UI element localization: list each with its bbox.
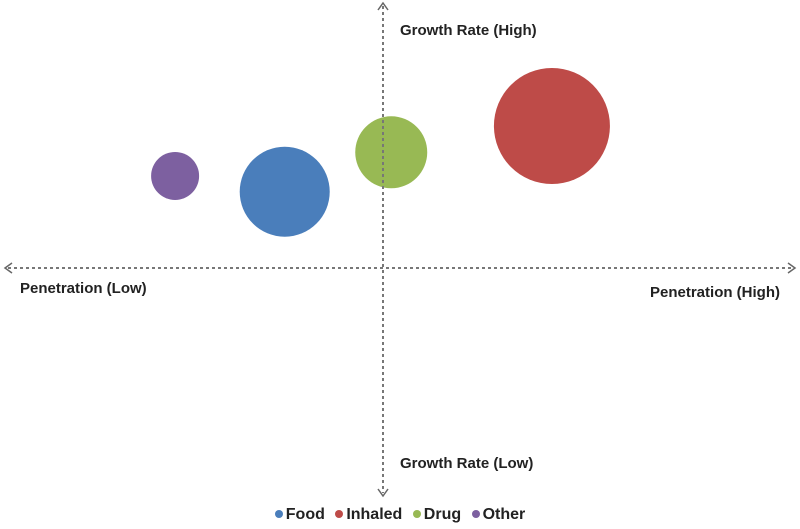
legend-label: Inhaled	[346, 506, 403, 523]
x-label-high: Penetration (High)	[650, 284, 780, 301]
legend-marker	[471, 509, 480, 518]
legend-label: Food	[285, 506, 325, 523]
arrow-up-icon	[377, 1, 389, 11]
arrow-left-icon	[3, 262, 13, 274]
legend-marker	[335, 509, 344, 518]
axes	[8, 6, 792, 493]
legend: Food Inhaled Drug Other	[0, 506, 800, 524]
legend-marker	[274, 509, 283, 518]
bubble-inhaled	[493, 67, 610, 184]
x-label-low: Penetration (Low)	[20, 280, 147, 297]
legend-item-inhaled: Inhaled	[335, 506, 402, 523]
legend-item-other: Other	[471, 506, 526, 523]
bubble-food	[239, 146, 330, 237]
legend-item-food: Food	[274, 506, 325, 523]
legend-marker	[412, 509, 421, 518]
y-label-low: Growth Rate (Low)	[400, 455, 534, 472]
arrow-right-icon	[787, 262, 797, 274]
legend-label: Other	[482, 506, 526, 523]
legend-item-drug: Drug	[412, 506, 462, 523]
y-label-high: Growth Rate (High)	[400, 22, 537, 39]
arrow-down-icon	[377, 488, 389, 498]
bubble-drug	[355, 116, 428, 189]
legend-label: Drug	[423, 506, 462, 523]
bubble-other	[151, 151, 200, 200]
